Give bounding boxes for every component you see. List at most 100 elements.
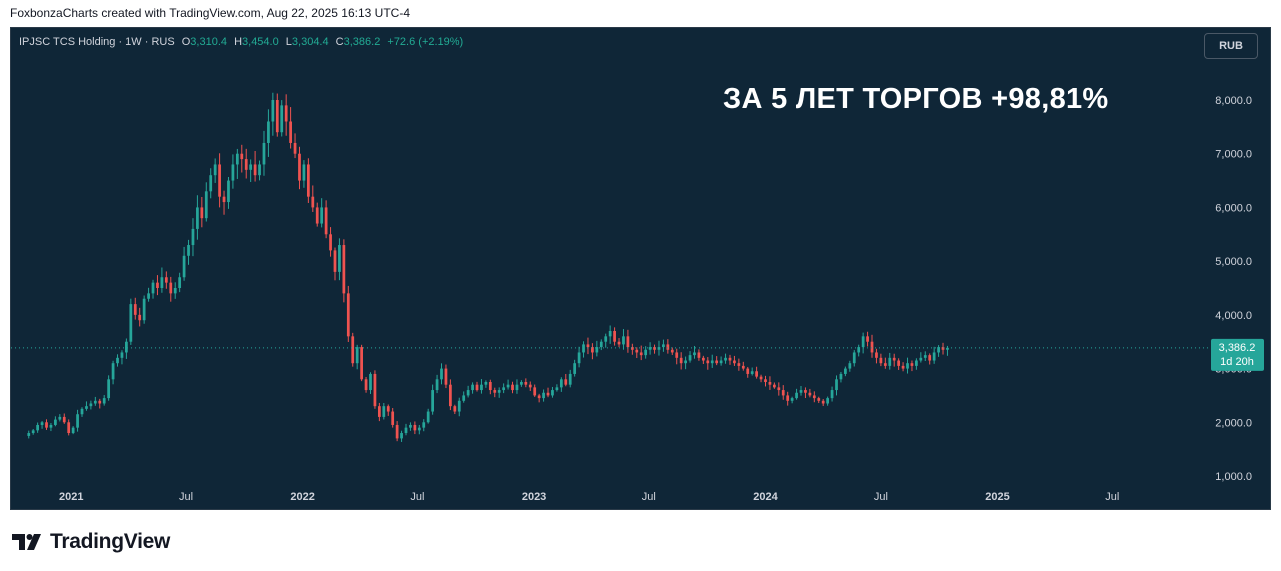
candle-body: [941, 347, 945, 350]
candle-body: [231, 164, 235, 181]
y-tick-label: 1,000.0: [1215, 471, 1252, 483]
candle-body: [298, 153, 301, 181]
candle-body: [93, 400, 97, 404]
candle-body: [635, 349, 639, 353]
candle-body: [404, 427, 408, 434]
candle-body: [200, 207, 204, 219]
y-tick-label: 7,000.0: [1215, 149, 1252, 161]
candle-body: [391, 411, 395, 425]
candle-body: [187, 245, 190, 256]
candle-body: [31, 430, 35, 434]
candle-body: [662, 344, 665, 348]
y-tick-label: 2,000.0: [1215, 417, 1252, 429]
candle-body: [351, 336, 355, 364]
candle-body: [382, 406, 386, 417]
candle-body: [213, 164, 217, 176]
candle-body: [364, 379, 368, 391]
candle-body: [262, 142, 266, 165]
candle-body: [502, 387, 506, 391]
candle-body: [222, 196, 226, 203]
candle-body: [910, 363, 914, 366]
candle-body: [107, 379, 111, 399]
candle-body: [573, 363, 577, 374]
candle-body: [191, 228, 195, 246]
candle-body: [746, 368, 750, 374]
candle-body: [355, 347, 359, 364]
candle-body: [537, 395, 541, 399]
attribution-text: FoxbonzaCharts created with TradingView.…: [10, 6, 411, 20]
candle-body: [817, 398, 821, 401]
candle-body: [311, 196, 315, 208]
candle-body: [125, 341, 128, 353]
candle-body: [280, 105, 284, 133]
candle-body: [639, 352, 643, 356]
candle-body: [360, 347, 363, 380]
candle-body: [733, 360, 736, 364]
candle-body: [142, 298, 146, 321]
candle-body: [622, 336, 625, 345]
candle-body: [67, 422, 71, 434]
candle-body: [937, 347, 940, 353]
chart-area[interactable]: 1,000.02,000.03,000.04,000.05,000.06,000…: [10, 27, 1271, 510]
tradingview-brand[interactable]: TradingView: [12, 530, 170, 554]
candle-body: [648, 347, 652, 350]
candle-body: [147, 293, 150, 299]
candle-body: [844, 368, 847, 374]
candle-body: [706, 360, 710, 364]
x-tick-label: 2022: [290, 491, 314, 503]
candle-body: [568, 373, 572, 385]
y-tick-label: 6,000.0: [1215, 202, 1252, 214]
candle-body: [524, 382, 528, 385]
candle-body: [133, 304, 137, 315]
candle-body: [116, 357, 119, 364]
candle-body: [919, 357, 923, 361]
candle-body: [852, 352, 856, 364]
candle-body: [156, 282, 159, 288]
x-tick-label: Jul: [874, 491, 888, 503]
candle-body: [684, 360, 687, 364]
currency-button[interactable]: RUB: [1204, 33, 1258, 59]
candle-body: [431, 390, 435, 412]
candle-body: [218, 164, 221, 197]
x-tick-label: 2025: [985, 491, 1009, 503]
y-tick-label: 5,000.0: [1215, 256, 1252, 268]
high-label: H: [234, 36, 243, 48]
candle-body: [178, 277, 182, 288]
candle-body: [204, 191, 208, 219]
candle-body: [870, 341, 874, 353]
candle-body: [333, 250, 337, 272]
candle-body: [688, 355, 692, 361]
candle-body: [373, 373, 377, 407]
candle-body: [821, 400, 825, 404]
candle-body: [582, 344, 585, 353]
candle-body: [196, 207, 199, 229]
candle-body: [293, 142, 297, 154]
candle-body: [555, 387, 559, 391]
candlestick-chart[interactable]: 1,000.02,000.03,000.04,000.05,000.06,000…: [11, 28, 1270, 509]
candle-body: [511, 384, 514, 391]
symbol-name: IPJSC TCS Holding · 1W · RUS: [19, 36, 175, 48]
x-tick-label: 2024: [753, 491, 778, 503]
candle-body: [426, 411, 430, 423]
candle-body: [484, 382, 488, 385]
candle-body: [98, 400, 102, 404]
candle-body: [45, 422, 48, 428]
candle-body: [946, 347, 949, 350]
candle-body: [506, 384, 510, 388]
candle-body: [728, 357, 732, 361]
candle-body: [302, 164, 306, 181]
candle-body: [289, 121, 292, 143]
low-value: 3,304.4: [291, 36, 329, 48]
candle-body: [777, 387, 781, 391]
x-tick-label: Jul: [410, 491, 424, 503]
candle-body: [240, 153, 244, 160]
candle-body: [244, 159, 248, 170]
candle-body: [577, 352, 581, 364]
candle-body: [812, 395, 816, 399]
candle-body: [857, 347, 861, 353]
candle-body: [626, 336, 630, 348]
candle-body: [320, 207, 324, 224]
brand-name: TradingView: [50, 530, 171, 553]
candle-body: [338, 245, 341, 272]
candle-body: [772, 384, 776, 388]
